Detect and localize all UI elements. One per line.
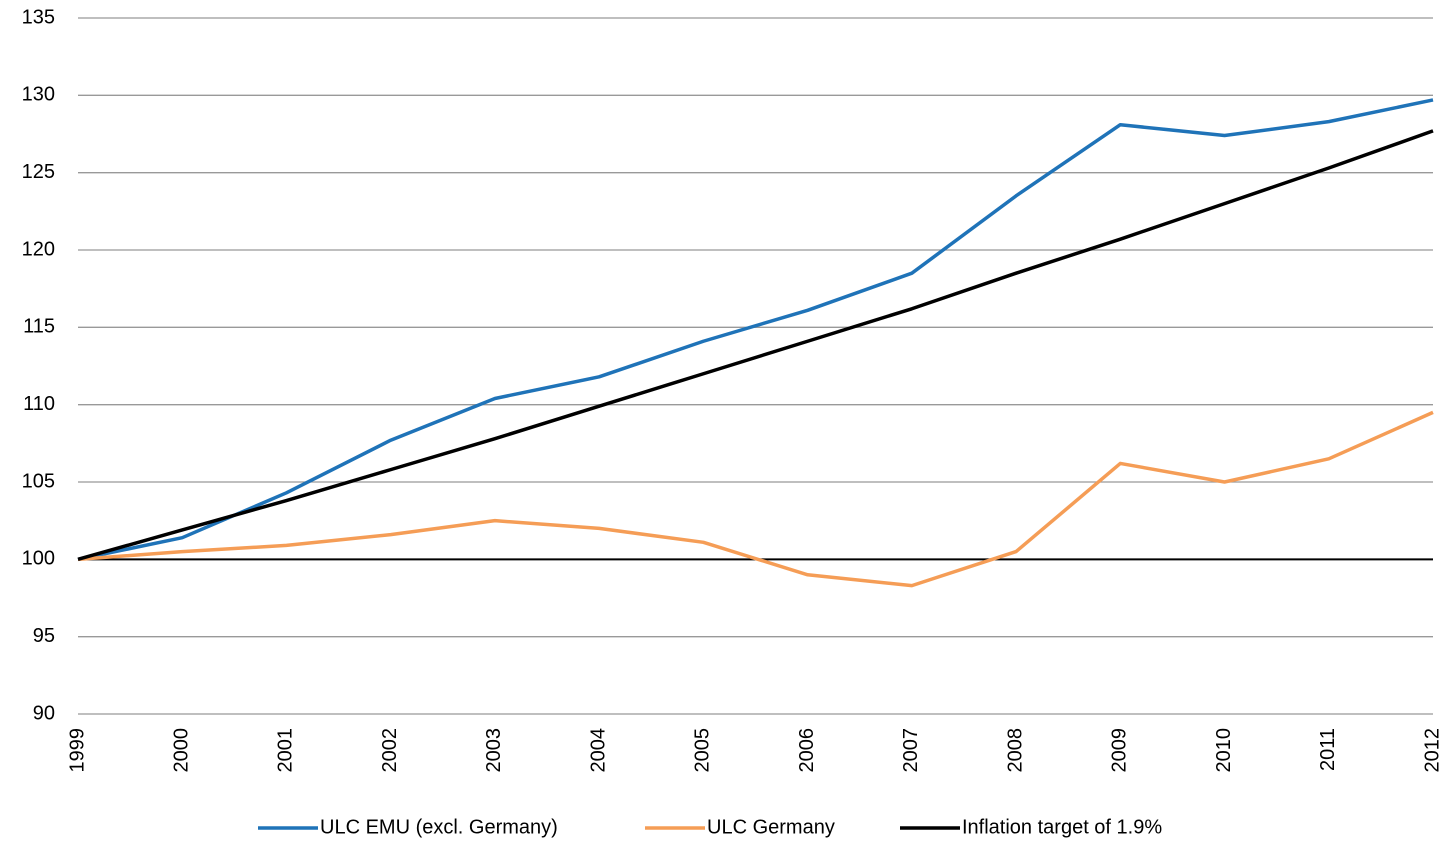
y-tick-label: 110 (23, 393, 55, 415)
y-tick-label: 125 (22, 161, 55, 183)
x-tick-label: 2005 (692, 728, 714, 773)
y-tick-label: 135 (22, 6, 55, 28)
x-tick-label: 2011 (1317, 728, 1339, 771)
x-tick-label: 2002 (379, 728, 401, 773)
y-tick-label: 100 (22, 548, 55, 570)
x-tick-label: 2006 (796, 728, 818, 773)
y-tick-label: 115 (23, 316, 55, 338)
x-tick-label: 2003 (483, 728, 505, 773)
y-tick-label: 90 (33, 702, 55, 724)
x-tick-label: 2010 (1213, 728, 1235, 773)
line-series (77, 98, 1434, 562)
y-tick-label: 120 (22, 238, 55, 260)
legend-label: Inflation target of 1.9% (962, 816, 1162, 838)
y-tick-label: 95 (33, 625, 55, 647)
y-tick-label: 105 (22, 470, 55, 492)
line-series (77, 129, 1434, 562)
legend-label: ULC Germany (707, 816, 835, 838)
x-tick-label: 2001 (275, 728, 297, 773)
y-tick-label: 130 (22, 84, 55, 106)
x-tick-label: 2012 (1421, 728, 1443, 773)
x-tick-label: 2009 (1109, 728, 1131, 773)
x-tick-label: 2000 (171, 728, 193, 773)
x-tick-label: 2008 (1004, 728, 1026, 773)
legend-label: ULC EMU (excl. Germany) (320, 816, 558, 838)
x-tick-label: 1999 (66, 728, 88, 773)
x-tick-label: 2004 (587, 728, 609, 773)
x-tick-label: 2007 (900, 728, 922, 773)
line-series (77, 410, 1434, 588)
